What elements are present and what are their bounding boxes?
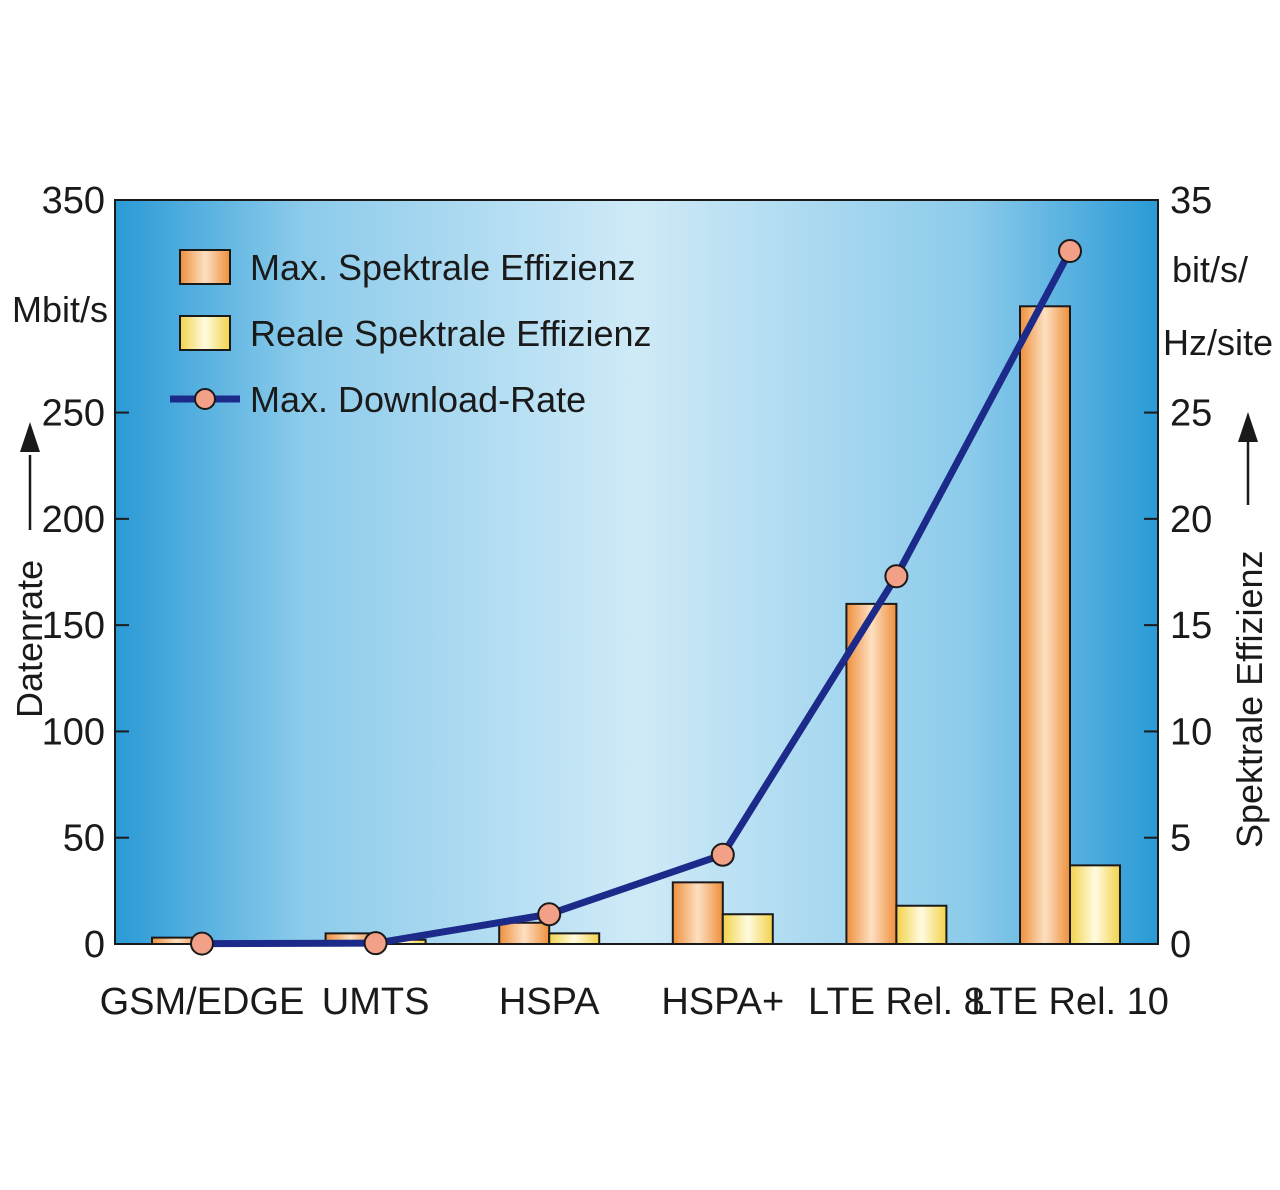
left-tick-label: 0 bbox=[84, 924, 105, 966]
right-axis-arrow-head bbox=[1238, 412, 1258, 442]
download-rate-point bbox=[884, 564, 909, 589]
left-axis-unit: Mbit/s bbox=[12, 289, 108, 330]
right-tick-label: 5 bbox=[1170, 818, 1191, 860]
right-axis: 0 5 10 15 20 25 35 bbox=[1144, 180, 1212, 966]
legend-label-real-spectral: Reale Spektrale Effizienz bbox=[250, 313, 652, 354]
left-tick-label: 150 bbox=[42, 605, 105, 647]
category-label: LTE Rel. 10 bbox=[971, 981, 1169, 1023]
right-axis-unit-line2: Hz/site bbox=[1163, 322, 1273, 363]
category-label: UMTS bbox=[322, 981, 430, 1023]
left-tick-label: 350 bbox=[42, 180, 105, 222]
right-tick-label: 0 bbox=[1170, 924, 1191, 966]
left-tick-label: 50 bbox=[63, 818, 105, 860]
left-tick-label: 200 bbox=[42, 499, 105, 541]
download-rate-point bbox=[190, 931, 214, 956]
bar-real-spectral bbox=[548, 932, 601, 945]
legend-swatch-max-spectral bbox=[179, 249, 231, 285]
left-tick-label: 100 bbox=[42, 711, 105, 753]
legend-swatch-real-spectral bbox=[179, 315, 231, 351]
category-label: LTE Rel. 8 bbox=[808, 981, 985, 1023]
plot-background bbox=[114, 199, 1159, 945]
left-axis-title: Datenrate bbox=[9, 560, 50, 718]
category-label: GSM/EDGE bbox=[100, 981, 305, 1023]
bar-max-spectral bbox=[1019, 305, 1071, 945]
left-axis-arrow-head bbox=[20, 422, 40, 452]
download-rate-point bbox=[710, 842, 735, 867]
right-tick-label: 25 bbox=[1170, 393, 1212, 435]
left-axis: 0 50 100 150 200 250 350 bbox=[42, 180, 129, 966]
download-rate-point bbox=[1058, 239, 1082, 264]
category-label: HSPA+ bbox=[661, 981, 784, 1023]
download-rate-point bbox=[363, 931, 388, 956]
bar-max-spectral bbox=[845, 602, 898, 946]
legend-label-max-spectral: Max. Spektrale Effizienz bbox=[250, 247, 636, 288]
category-label: HSPA bbox=[499, 981, 600, 1023]
right-tick-label: 10 bbox=[1170, 711, 1212, 753]
right-tick-label: 20 bbox=[1170, 499, 1212, 541]
right-axis-title: Spektrale Effizienz bbox=[1229, 551, 1270, 849]
bar-real-spectral bbox=[895, 904, 948, 945]
right-tick-label: 15 bbox=[1170, 605, 1212, 647]
right-axis-unit-line1: bit/s/ bbox=[1172, 249, 1248, 290]
bar-real-spectral bbox=[721, 913, 774, 945]
left-axis-title-group: Datenrate bbox=[9, 422, 50, 718]
legend: Max. Spektrale Effizienz Reale Spektrale… bbox=[170, 247, 652, 420]
bar-max-spectral bbox=[498, 921, 551, 946]
download-rate-point bbox=[537, 902, 562, 927]
bar-max-spectral bbox=[671, 881, 724, 946]
download-rate-path bbox=[201, 249, 1074, 948]
download-rate-line bbox=[190, 239, 1082, 956]
right-axis-title-group: Spektrale Effizienz bbox=[1229, 412, 1270, 848]
left-tick-label: 250 bbox=[42, 393, 105, 435]
bar-real-spectral bbox=[1069, 864, 1121, 945]
legend-label-download: Max. Download-Rate bbox=[250, 379, 586, 420]
legend-marker-download bbox=[194, 388, 216, 410]
right-tick-label: 35 bbox=[1170, 180, 1212, 222]
bars bbox=[151, 305, 1121, 946]
